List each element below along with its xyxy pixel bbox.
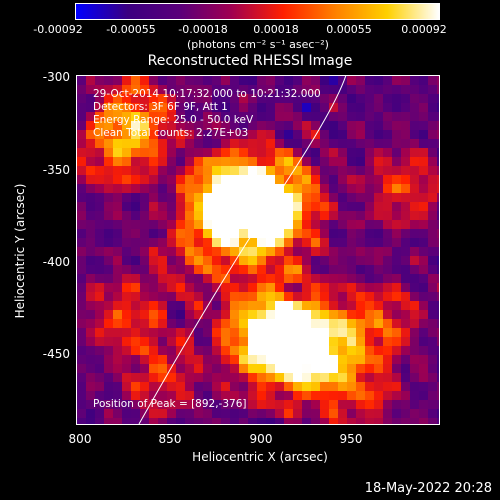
y-tick-label: -450 — [42, 347, 70, 361]
colorbar-unit-label: (photons cm⁻² s⁻¹ asec⁻²) — [187, 38, 329, 51]
y-tick-label: -400 — [42, 255, 70, 269]
x-tick-label: 850 — [158, 432, 182, 446]
colorbar-tick: 0.00018 — [253, 23, 299, 36]
rhessi-heatmap — [77, 76, 439, 424]
plot-title: Reconstructed RHESSI Image — [147, 53, 353, 69]
x-tick-label: 950 — [339, 432, 363, 446]
colorbar-tick: -0.00092 — [33, 23, 83, 36]
y-tick-label: -300 — [42, 70, 70, 84]
annotation-time: 29-Oct-2014 10:17:32.000 to 10:21:32.000 — [93, 88, 321, 100]
colorbar-tick: 0.00055 — [326, 23, 372, 36]
annotation-clean: Clean Total counts: 2.27E+03 — [93, 127, 249, 139]
colorbar-tick: -0.00018 — [178, 23, 228, 36]
y-tick-label: -350 — [42, 163, 70, 177]
annotation-energy: Energy Range: 25.0 - 50.0 keV — [93, 114, 254, 126]
y-axis-label: Heliocentric Y (arcsec) — [13, 183, 27, 319]
plot-area — [76, 75, 440, 425]
colorbar-tick: -0.00055 — [106, 23, 156, 36]
x-axis-label: Heliocentric X (arcsec) — [192, 450, 328, 464]
heatmap-cells — [77, 76, 439, 424]
colorbar — [75, 3, 440, 20]
footer-timestamp: 18-May-2022 20:28 — [364, 481, 492, 496]
annotation-peak: Position of Peak = [892,-376] — [93, 398, 247, 410]
x-tick-label: 800 — [68, 432, 92, 446]
colorbar-tick: 0.00092 — [401, 23, 447, 36]
solar-limb-line — [138, 76, 347, 424]
annotation-detectors: Detectors: 3F 6F 9F, Att 1 — [93, 101, 228, 113]
x-tick-label: 900 — [249, 432, 273, 446]
